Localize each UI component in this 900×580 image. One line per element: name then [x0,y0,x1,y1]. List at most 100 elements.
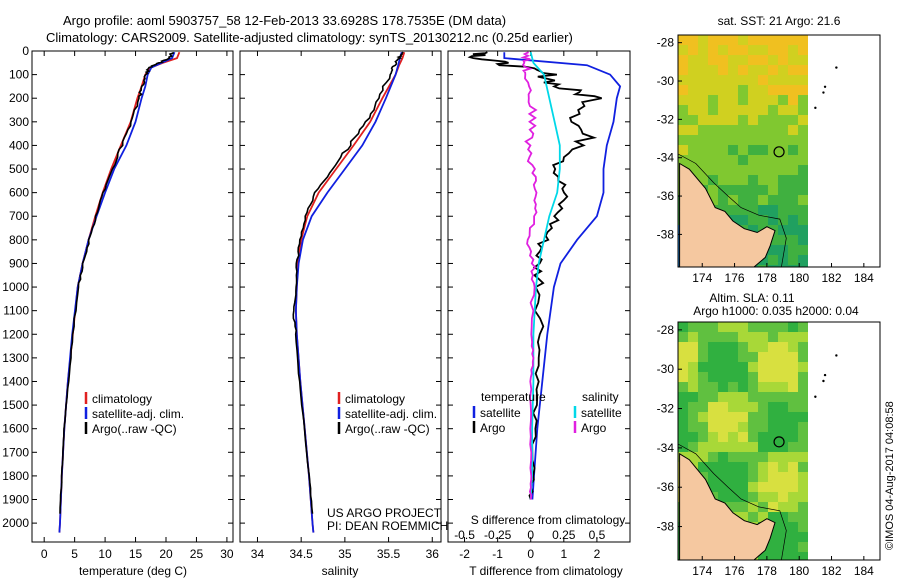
field-cell [708,165,718,175]
bathymetry-contour [678,153,787,267]
lon-tick-label: 184 [854,564,874,578]
field-cell [688,432,698,442]
field-cell [728,125,738,135]
field-cell [788,115,798,125]
field-cell [778,422,788,432]
field-cell [778,85,788,95]
legend-argo: Argo(..raw -QC) [92,422,177,436]
float-position-marker [773,436,785,448]
field-cell [698,442,708,452]
field-cell [678,342,688,352]
project-annotation: US ARGO PROJECT [327,506,442,520]
sla-map-title-line1: Altim. SLA: 0.11 [709,291,794,305]
field-cell [738,432,748,442]
field-cell [798,225,808,235]
field-cell [738,205,748,215]
legend-s-satellite: satellite [581,406,622,420]
field-cell [748,215,758,225]
field-cell [738,195,748,205]
field-cell [778,442,788,452]
field-cell [718,482,728,492]
field-cell [688,125,698,135]
field-cell [728,165,738,175]
field-cell [758,85,768,95]
s-tick-label: 0 [527,528,534,542]
field-cell [688,105,698,115]
field-cell [758,442,768,452]
field-cell [748,472,758,482]
field-cell [728,185,738,195]
field-cell [678,392,688,402]
field-cell [798,215,808,225]
field-cell [738,382,748,392]
legend-climatology: climatology [345,392,405,406]
field-cell [738,45,748,55]
field-cell [798,55,808,65]
field-cell [788,75,798,85]
field-cell [758,472,768,482]
field-cell [778,105,788,115]
field-cell [758,462,768,472]
field-cell [728,452,738,462]
field-cell [688,165,698,175]
field-cell [688,342,698,352]
field-cell [748,402,758,412]
field-cell [708,452,718,462]
field-cell [768,482,778,492]
y-tick-label: 0 [22,44,29,58]
field-cell [778,215,788,225]
salinity-axis: 34 34.5 35 35.5 36 [251,51,439,561]
float-position-marker [773,146,785,158]
x-tick-label: 30 [220,547,234,561]
field-cell [788,422,798,432]
field-cell [748,165,758,175]
field-cell [718,352,728,362]
field-cell [798,85,808,95]
field-cell [788,215,798,225]
field-cell [738,85,748,95]
field-cell [788,492,798,502]
field-cell [788,442,798,452]
field-cell [758,105,768,115]
field-cell [758,432,768,442]
x-tick-label: 15 [129,547,143,561]
field-cell [788,522,798,532]
field-cell [718,95,728,105]
field-cell [778,45,788,55]
field-cell [768,322,778,332]
legend-salinity-header: salinity [582,390,619,404]
field-cell [718,165,728,175]
land-north-island [679,162,776,267]
field-cell [778,205,788,215]
field-cell [788,95,798,105]
field-cell [678,115,688,125]
field-cell [778,452,788,462]
field-cell [698,342,708,352]
legend-temperature-header: temperature [481,390,546,404]
field-cell [758,185,768,195]
field-cell [708,65,718,75]
y-tick-label: 1000 [2,280,29,294]
field-cell [718,322,728,332]
field-cell [698,105,708,115]
field-cell [718,115,728,125]
s-tick-label: -0.25 [484,528,512,542]
lon-tick-label: 174 [692,271,712,285]
t-tick-label: 0 [527,547,534,561]
field-cell [758,402,768,412]
field-cell [728,135,738,145]
field-cell [688,55,698,65]
field-cell [798,372,808,382]
field-cell [678,45,688,55]
field-cell [728,372,738,382]
field-cell [708,382,718,392]
field-cell [728,342,738,352]
field-cell [798,362,808,372]
field-cell [688,322,698,332]
field-cell [698,352,708,362]
field-cell [758,342,768,352]
y-tick-label: 300 [9,115,29,129]
field-cell [718,412,728,422]
field-cell [738,492,748,502]
lon-tick-label: 182 [822,271,842,285]
